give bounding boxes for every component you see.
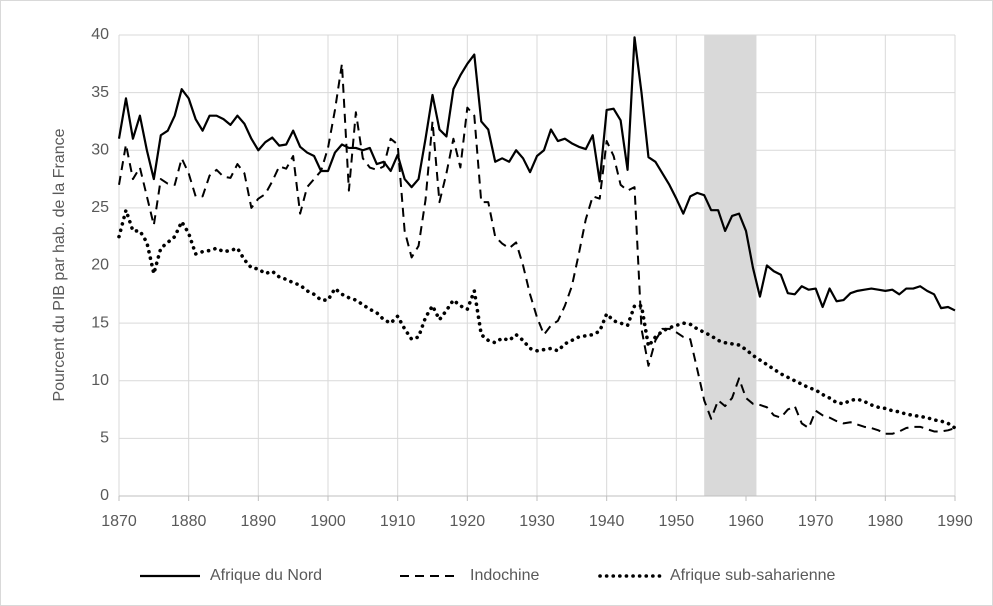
x-tick-label: 1950 bbox=[659, 513, 695, 530]
x-tick-label: 1920 bbox=[450, 513, 486, 530]
series-line bbox=[118, 62, 956, 435]
y-tick-label: 15 bbox=[91, 314, 109, 331]
x-tick-label: 1900 bbox=[310, 513, 346, 530]
legend-label: Afrique du Nord bbox=[210, 567, 322, 584]
y-axis-label: Pourcent du PIB par hab. de la France bbox=[51, 128, 68, 401]
x-tick-label: 1930 bbox=[519, 513, 555, 530]
x-tick-label: 1870 bbox=[101, 513, 137, 530]
x-tick-label: 1910 bbox=[380, 513, 416, 530]
y-tick-label: 5 bbox=[100, 430, 109, 447]
x-tick-label: 1890 bbox=[241, 513, 277, 530]
x-tick-label: 1940 bbox=[589, 513, 625, 530]
shaded-period bbox=[704, 35, 757, 496]
x-tick-label: 1960 bbox=[728, 513, 764, 530]
x-tick-label: 1980 bbox=[868, 513, 904, 530]
y-tick-label: 35 bbox=[91, 84, 109, 101]
y-tick-label: 30 bbox=[91, 141, 109, 158]
y-tick-label: 25 bbox=[91, 199, 109, 216]
y-tick-label: 0 bbox=[100, 487, 109, 504]
x-tick-label: 1880 bbox=[171, 513, 207, 530]
y-tick-label: 40 bbox=[91, 26, 109, 43]
legend-label: Indochine bbox=[470, 567, 539, 584]
series-line bbox=[117, 36, 956, 312]
y-tick-label: 20 bbox=[91, 257, 109, 274]
y-tick-label: 10 bbox=[91, 372, 109, 389]
x-tick-label: 1970 bbox=[798, 513, 834, 530]
series-line bbox=[117, 208, 957, 430]
legend-label: Afrique sub-saharienne bbox=[670, 567, 836, 584]
x-tick-label: 1990 bbox=[937, 513, 973, 530]
